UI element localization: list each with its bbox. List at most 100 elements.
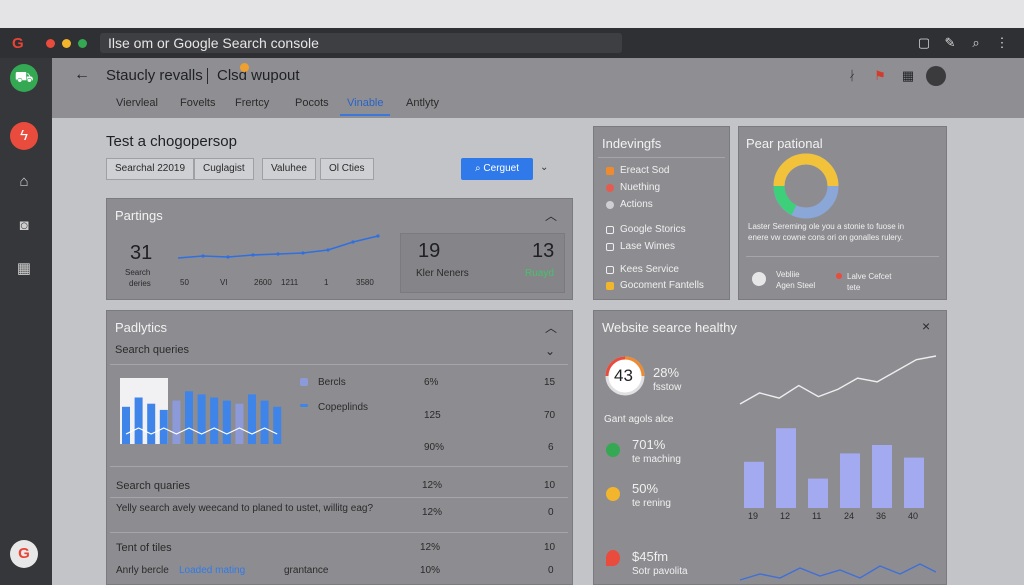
pear-legend-a-1: Vebliie <box>776 270 800 279</box>
tab-5[interactable]: Antlyty <box>406 97 440 109</box>
minimize-window-dot[interactable] <box>62 39 71 48</box>
chart-icon[interactable]: ᛅ <box>848 68 856 83</box>
google-icon[interactable]: G <box>10 540 38 568</box>
index-item-0[interactable]: Ereact Sod <box>620 165 670 176</box>
flash-icon[interactable]: ϟ <box>10 122 38 150</box>
back-icon[interactable]: ← <box>74 66 90 83</box>
circle-icon <box>606 201 614 209</box>
score-ring <box>605 356 645 396</box>
partings-x-label: VI <box>220 278 228 287</box>
analytics-row-value: 6 <box>548 442 554 453</box>
health-score-pct: 28% <box>653 365 680 380</box>
index-item-1[interactable]: Nuething <box>620 182 661 193</box>
flame-icon <box>606 167 614 175</box>
health-stat-3-label: Sotr pavolita <box>632 566 688 577</box>
primary-button[interactable]: ⌕ Cerguet <box>461 158 533 180</box>
analytics-bar <box>235 403 244 444</box>
analytics-bar <box>134 397 143 444</box>
stat-b-label: Ruayd <box>525 268 554 279</box>
chevron-down-icon[interactable]: ⌄ <box>540 162 549 173</box>
health-line <box>739 355 937 405</box>
tab-4[interactable]: Vinable <box>347 97 384 109</box>
tab-1[interactable]: Fovelts <box>180 97 216 109</box>
analytics-row-value: 10 <box>544 542 556 553</box>
filter-chip-2[interactable]: Valuhee <box>262 158 316 180</box>
header-divider <box>207 68 208 84</box>
index-item-2[interactable]: Actions <box>620 199 653 210</box>
cart-icon[interactable]: ⛟ <box>10 64 38 92</box>
page-title: Staucly revalls <box>106 67 203 84</box>
home-icon[interactable]: ⌂ <box>19 173 29 190</box>
gear-icon <box>606 184 614 192</box>
page-icon[interactable]: ▢ <box>917 35 931 50</box>
chevron-up-icon[interactable]: ︿ <box>545 321 558 335</box>
partings-stats-box <box>400 233 565 293</box>
close-icon[interactable]: × <box>922 318 931 334</box>
pear-legend-b-2: tete <box>847 283 861 292</box>
health-stat-1: 701% <box>632 437 666 452</box>
grid-icon[interactable]: ▦ <box>16 260 32 277</box>
index-item-4[interactable]: Lase Wimes <box>620 241 676 252</box>
health-bar-label: 40 <box>908 511 919 521</box>
health-section-label: Gant agols alce <box>604 414 674 425</box>
indexings-panel <box>593 126 730 300</box>
partings-label-1: Search <box>125 268 151 277</box>
grid-icon[interactable]: ▦ <box>901 68 915 83</box>
health-bar <box>808 478 828 508</box>
tab-3[interactable]: Pocots <box>295 97 329 109</box>
active-tab-indicator <box>340 114 390 116</box>
doc-icon <box>606 266 614 274</box>
legend-dot-icon <box>836 273 842 279</box>
avatar[interactable] <box>926 66 946 86</box>
analytics-row-value: 0 <box>548 507 554 518</box>
index-item-5[interactable]: Kees Service <box>620 264 679 275</box>
analytics-row-label: Tent of tiles <box>116 542 172 554</box>
legend-avatar-icon <box>752 272 766 286</box>
extension-icon[interactable]: ✎ <box>944 35 956 50</box>
partings-x-label: 2600 <box>254 278 272 287</box>
health-bar-label: 24 <box>844 511 855 521</box>
filter-chip-1[interactable]: Cuglagist <box>194 158 254 180</box>
stat-b-number: 13 <box>532 240 555 262</box>
analytics-highlight-link[interactable]: Loaded mating <box>179 565 246 576</box>
health-bar-label: 12 <box>780 511 791 521</box>
tab-0[interactable]: Viervleal <box>116 97 158 109</box>
health-stat-3: $45fm <box>632 549 669 564</box>
chevron-down-icon[interactable]: ⌄ <box>545 344 556 358</box>
notification-badge <box>240 63 249 72</box>
analytics-row-pct: 90% <box>424 442 445 453</box>
analytics-row-pct: 125 <box>424 410 441 421</box>
pear-legend-a-2: Agen Steel <box>776 281 816 290</box>
analytics-bar <box>260 400 269 444</box>
chevron-up-icon[interactable]: ︿ <box>545 209 558 223</box>
indexings-title: Indevingfs <box>602 136 662 151</box>
health-bar <box>744 461 764 508</box>
health-bar <box>904 457 924 508</box>
divider <box>110 466 568 467</box>
analytics-bar <box>197 394 206 444</box>
filter-chip-3[interactable]: Ol Cties <box>320 158 374 180</box>
search-icon[interactable]: ⌕ <box>972 35 980 50</box>
camera-icon[interactable]: ◙ <box>19 217 29 234</box>
flag-icon[interactable]: ⚑ <box>874 68 886 83</box>
analytics-row-value: 15 <box>544 377 556 388</box>
analytics-bar <box>159 409 168 444</box>
maximize-window-dot[interactable] <box>78 39 87 48</box>
index-item-6[interactable]: Gocoment Fantells <box>620 280 704 291</box>
analytics-bar <box>222 400 231 444</box>
yellow-square-icon <box>606 282 614 290</box>
close-window-dot[interactable] <box>46 39 55 48</box>
analytics-row-pct: 12% <box>420 542 441 553</box>
analytics-bar-chart <box>122 391 282 444</box>
partings-title: Partings <box>115 208 163 223</box>
pear-panel <box>738 126 947 300</box>
index-item-3[interactable]: Google Storics <box>620 224 686 235</box>
analytics-bar <box>273 406 282 444</box>
filter-chip-0[interactable]: Searchal 22019 <box>106 158 195 180</box>
analytics-trend-line <box>125 427 278 435</box>
address-bar[interactable]: Ilse om or Google Search console <box>100 33 622 53</box>
tab-2[interactable]: Frertcy <box>235 97 270 109</box>
menu-icon[interactable]: ⋮ <box>995 35 1009 50</box>
analytics-bar <box>185 391 193 444</box>
analytics-bar <box>210 397 219 444</box>
